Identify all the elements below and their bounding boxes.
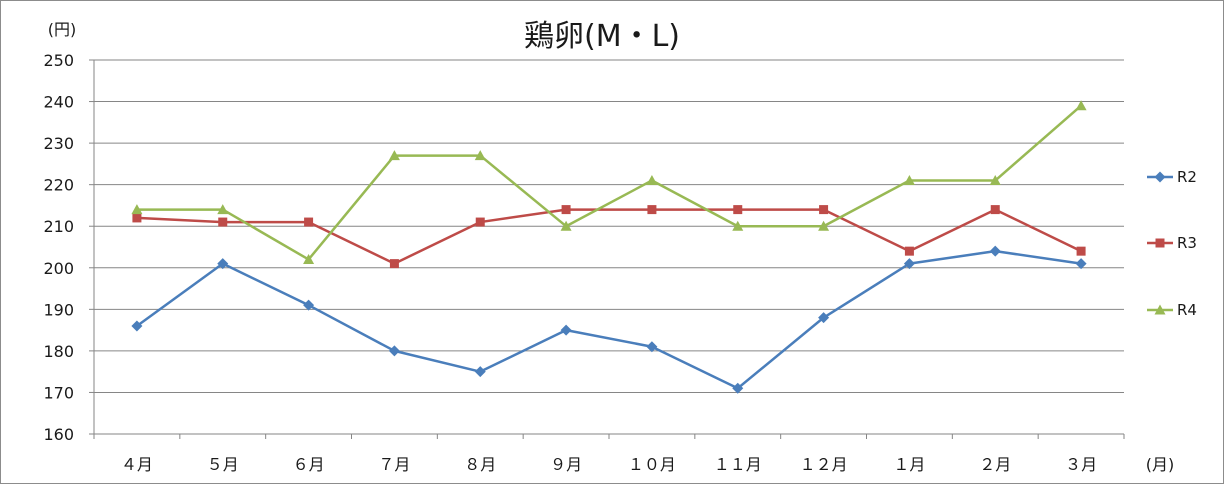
x-tick-label: ８月 (464, 455, 496, 474)
legend-item-r3: R3 (1147, 234, 1197, 252)
data-point (904, 246, 914, 256)
data-point (818, 220, 830, 231)
series-line-r4 (136, 104, 1082, 261)
x-tick-label: １１月 (714, 455, 762, 474)
x-tick-label: １２月 (800, 455, 848, 474)
data-point (389, 259, 399, 269)
data-point (217, 204, 229, 215)
data-point (903, 175, 915, 186)
legend-item-r4: R4 (1147, 301, 1197, 319)
data-point (388, 150, 400, 161)
data-point (647, 205, 657, 215)
data-point (131, 204, 143, 215)
data-point (388, 345, 400, 357)
x-tick-label: １月 (893, 455, 925, 474)
x-tick-label: １０月 (628, 455, 676, 474)
data-point (561, 205, 571, 215)
data-point (732, 382, 744, 394)
series-group (131, 100, 1087, 394)
data-point (732, 220, 744, 231)
data-point (903, 258, 915, 270)
y-tick-label: 230 (43, 134, 74, 153)
data-point (1075, 100, 1087, 111)
y-tick-label: 180 (43, 342, 74, 361)
data-point (217, 258, 229, 270)
x-axis-label: (月) (1146, 455, 1175, 474)
x-tick-label: ４月 (121, 455, 153, 474)
data-point (646, 341, 658, 353)
x-tick-label: ３月 (1065, 455, 1097, 474)
y-axis-label: (円) (48, 20, 77, 39)
data-point (303, 253, 315, 264)
y-tick-label: 210 (43, 217, 74, 236)
data-point (304, 217, 314, 227)
legend-marker (1154, 171, 1166, 183)
data-point (474, 150, 486, 161)
x-tick-label: ５月 (207, 455, 239, 474)
y-tick-label: 240 (43, 93, 74, 112)
data-point (131, 320, 143, 332)
series-line-r3 (136, 208, 1082, 265)
legend-label: R3 (1177, 234, 1197, 252)
data-point (560, 324, 572, 336)
data-point (819, 205, 829, 215)
data-point (218, 217, 228, 227)
chart-title: 鶏卵(M・L) (524, 19, 680, 54)
data-point (474, 366, 486, 378)
y-tick-label: 190 (43, 300, 74, 319)
data-point (303, 299, 315, 311)
y-tick-label: 160 (43, 425, 74, 444)
legend: R2 R3 R4 (1147, 168, 1197, 319)
data-point (1075, 258, 1087, 270)
x-tick-label: ９月 (550, 455, 582, 474)
data-point (475, 217, 485, 227)
y-axis: 160 170 180 190 200 210 220 230 240 250 (43, 51, 95, 444)
x-tick-label: ２月 (979, 455, 1011, 474)
series-line-r2 (136, 249, 1082, 390)
series-r4 (131, 100, 1087, 264)
x-tick-label: ６月 (293, 455, 325, 474)
data-point (990, 205, 1000, 215)
gridlines (94, 59, 1124, 393)
data-point (560, 220, 572, 231)
data-point (646, 175, 658, 186)
data-point (733, 205, 743, 215)
y-tick-label: 250 (43, 51, 74, 70)
legend-item-r2: R2 (1147, 168, 1197, 186)
x-axis: ４月 ５月 ６月 ７月 ８月 ９月 １０月 １１月 １２月 １月 ２月 ３月 (93, 433, 1125, 474)
y-tick-label: 200 (43, 259, 74, 278)
data-point (1076, 246, 1086, 256)
legend-label: R4 (1177, 301, 1197, 319)
series-r3 (132, 205, 1086, 269)
data-point (132, 213, 142, 223)
legend-marker (1154, 304, 1166, 315)
legend-marker (1155, 238, 1165, 248)
y-tick-label: 220 (43, 176, 74, 195)
series-r2 (131, 245, 1087, 394)
data-point (818, 312, 830, 324)
data-point (989, 245, 1001, 257)
x-tick-label: ７月 (378, 455, 410, 474)
data-point (989, 175, 1001, 186)
legend-label: R2 (1177, 168, 1197, 186)
y-tick-label: 170 (43, 383, 74, 402)
